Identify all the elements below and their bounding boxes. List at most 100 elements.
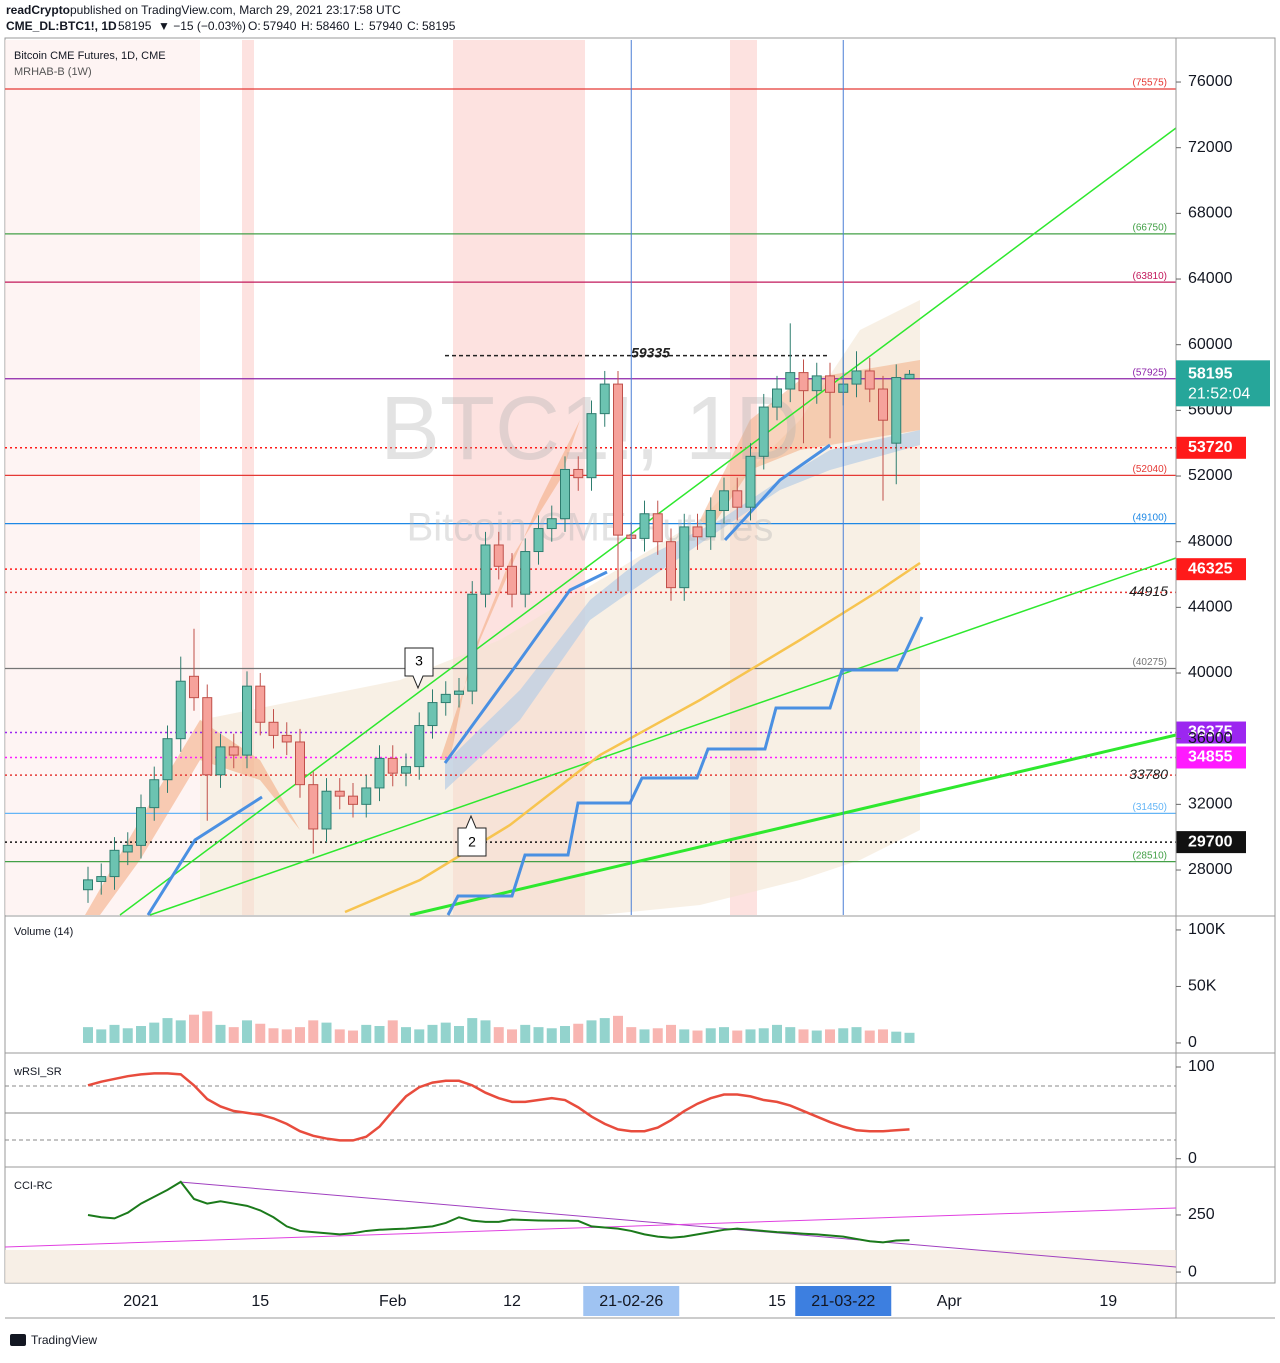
y-tick-label: 60000 [1188, 336, 1233, 353]
price-badge [1176, 436, 1246, 459]
volume-bar [215, 1024, 226, 1043]
candle-body [507, 565, 517, 595]
candle-body [440, 693, 451, 704]
candle-body [878, 388, 888, 421]
marked-label: 44915 [1129, 583, 1168, 599]
volume-bar [705, 1028, 716, 1043]
volume-bar [758, 1028, 769, 1043]
candle-body [891, 377, 902, 444]
date-badge [795, 1286, 892, 1316]
trendline [409, 733, 1177, 917]
volume-bar [162, 1018, 173, 1043]
candle-body [692, 526, 703, 538]
x-tick-label: 15 [251, 1293, 269, 1310]
candle-body [136, 807, 146, 846]
x-tick-label: 21-03-22 [811, 1293, 875, 1310]
cci-line [87, 1180, 910, 1244]
volume-bar [467, 1018, 478, 1043]
x-tick-label: 2021 [123, 1293, 159, 1310]
y-tick-label: 68000 [1188, 205, 1233, 222]
quote-text: CME_DL:BTC1!, 1D [6, 19, 117, 33]
candle-body [732, 490, 743, 508]
candle-body [321, 790, 332, 830]
candle-body [798, 372, 809, 392]
price-badge [1176, 831, 1246, 854]
candle-body [401, 766, 411, 774]
candle-body [533, 528, 544, 553]
volume-bar [679, 1029, 690, 1043]
volume-bar [692, 1030, 703, 1043]
candle-body [334, 790, 345, 797]
candle-body [705, 509, 716, 538]
volume-bar [242, 1020, 252, 1043]
candle-body [348, 795, 358, 805]
y-tick-label: 52000 [1188, 467, 1233, 484]
volume-bar [732, 1030, 743, 1043]
average [146, 795, 263, 916]
candle-body [228, 746, 239, 756]
volume-bar [586, 1020, 597, 1043]
candle-body [427, 702, 438, 727]
volume-bar [719, 1027, 729, 1043]
published: published on TradingView.com, March 29, … [70, 3, 401, 17]
y-tick-label: 0 [1188, 1150, 1197, 1167]
candle-body [666, 541, 676, 589]
callout-label: 2 [468, 834, 476, 850]
volume-bar [599, 1018, 610, 1043]
volume-bar [136, 1026, 146, 1043]
volume-bar [626, 1027, 637, 1043]
candle-body [772, 388, 782, 408]
y-tick-label: 50K [1188, 978, 1217, 995]
trendline [149, 557, 1177, 916]
volume-bar [480, 1020, 491, 1043]
volume-bar [798, 1029, 809, 1043]
candle-body [109, 849, 120, 878]
volume-bar [189, 1014, 199, 1043]
volume-bar [255, 1023, 266, 1043]
volume-bar [308, 1020, 319, 1043]
level-label: (66750) [1133, 223, 1167, 234]
level-label: (28510) [1133, 850, 1167, 861]
level-label: (40275) [1133, 657, 1167, 668]
quote-text: 57940 [263, 19, 297, 33]
candle-body [586, 413, 597, 479]
y-tick-label: 76000 [1188, 73, 1233, 90]
average [443, 570, 608, 764]
panel-label: Volume (14) [14, 926, 73, 938]
candle-body [255, 685, 266, 723]
candle-body [493, 544, 504, 567]
volume-bar [639, 1029, 650, 1043]
candle-body [652, 513, 663, 543]
candle-body [825, 375, 835, 393]
volume-bar [401, 1027, 411, 1043]
candle-body [758, 406, 769, 457]
level-label: (52040) [1133, 464, 1167, 475]
candle-body [811, 375, 822, 392]
volume-bar [560, 1026, 570, 1043]
y-tick-label: 100K [1188, 921, 1226, 938]
level-label: (49100) [1133, 512, 1167, 523]
volume-bar [96, 1029, 107, 1043]
rsi-line [87, 1072, 910, 1142]
volume-bar [891, 1031, 902, 1043]
candle-body [613, 383, 623, 536]
candle-body [864, 370, 875, 390]
volume-bar [202, 1011, 213, 1043]
average [723, 443, 831, 542]
volume-bar [122, 1028, 133, 1043]
candle-body [387, 757, 398, 774]
price-badge [1176, 558, 1246, 581]
candle-body [546, 518, 557, 530]
callout-label: 3 [415, 653, 423, 669]
volume-bar [281, 1029, 292, 1043]
volume-bar [745, 1029, 756, 1043]
callout [457, 814, 487, 857]
watermark: Bitcoin CME Futures [407, 506, 774, 550]
candle-body [785, 372, 796, 390]
panel-label: wRSI_SR [13, 1066, 62, 1078]
cci-zone [5, 1250, 1176, 1283]
volume-bar [573, 1023, 584, 1043]
candle-body [175, 680, 186, 740]
countdown: 21:52:04 [1188, 386, 1250, 403]
y-tick-label: 0 [1188, 1263, 1197, 1280]
